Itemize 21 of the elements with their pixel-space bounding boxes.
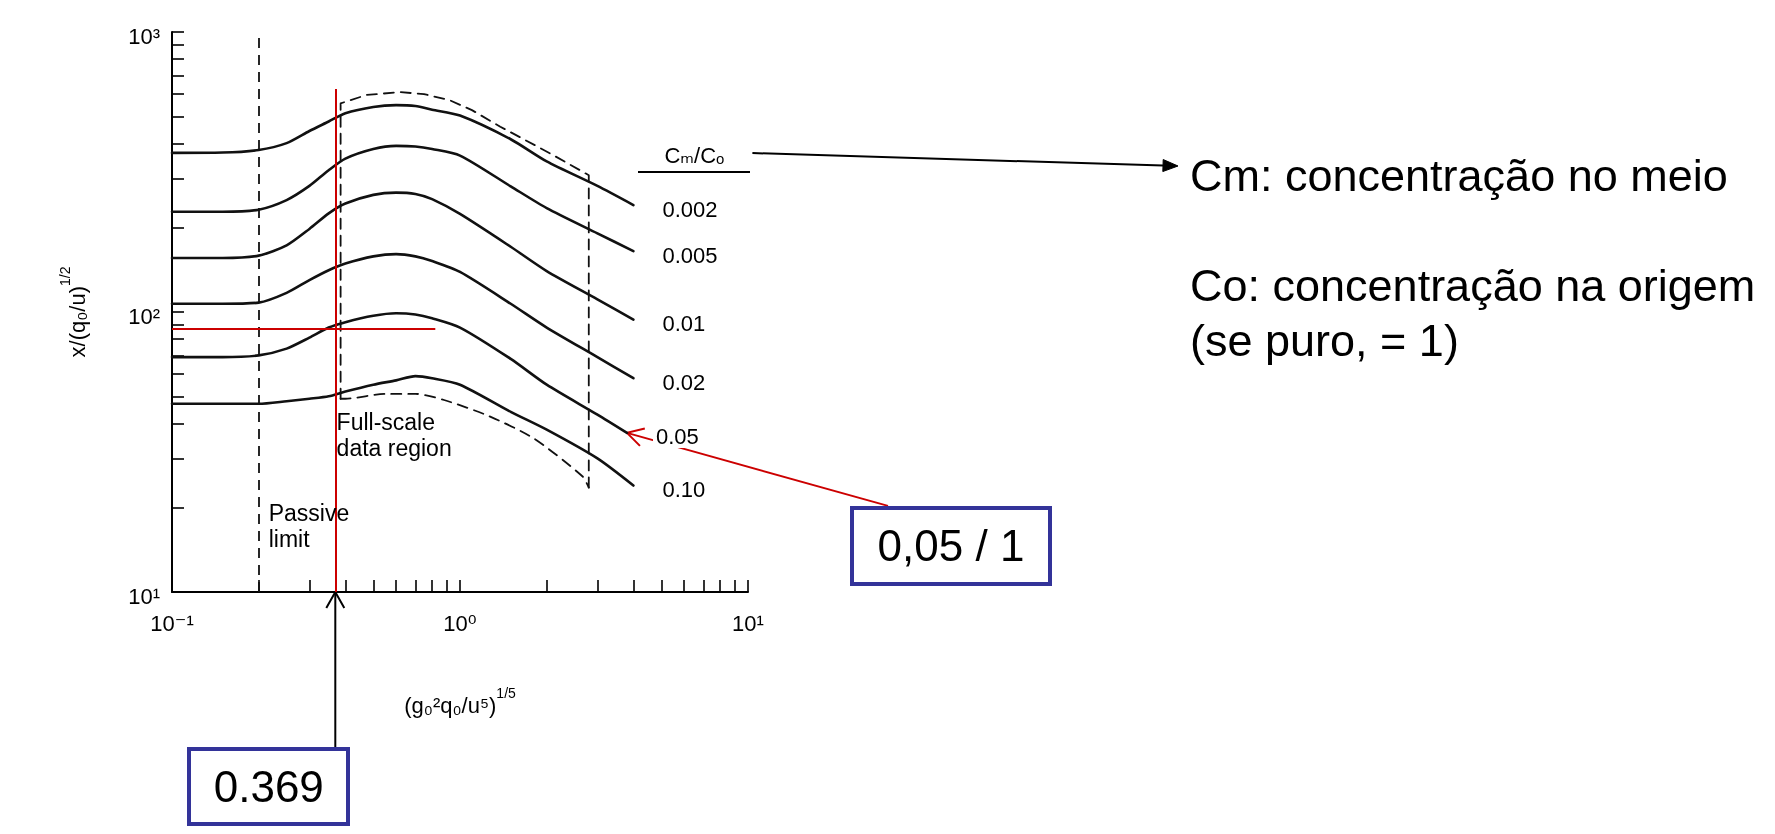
text: Cm: concentração no meio [1190,149,1729,203]
x-tick-label: 10¹ [732,610,764,636]
label-box: 0.369 [187,747,351,826]
series-label: 0.02 [662,369,706,395]
y-tick-label: 10³ [128,23,160,49]
legend-title: Cₘ/Cₒ [638,141,751,174]
label-box: 0,05 / 1 [849,505,1052,586]
y-axis-title: x/(q₀/u)1/2 [57,266,90,358]
series-label: 0.05 [655,424,699,450]
y-tick-label: 10² [128,303,160,329]
series-label: 0.002 [662,196,718,222]
annotation: 0,05 / 1 [877,520,1025,570]
text: Co: concentração na origem (se puro, = 1) [1190,259,1757,368]
series-label: 0.10 [662,477,706,503]
y-tick-label: 10¹ [128,583,160,609]
x-tick-label: 10⁻¹ [150,610,194,636]
series-label: 0.01 [662,311,706,337]
series-label: 0.005 [662,242,718,268]
annotation: 0.369 [213,761,324,811]
x-tick-label: 10⁰ [443,610,477,636]
series-label: Full-scale data region [336,408,453,461]
